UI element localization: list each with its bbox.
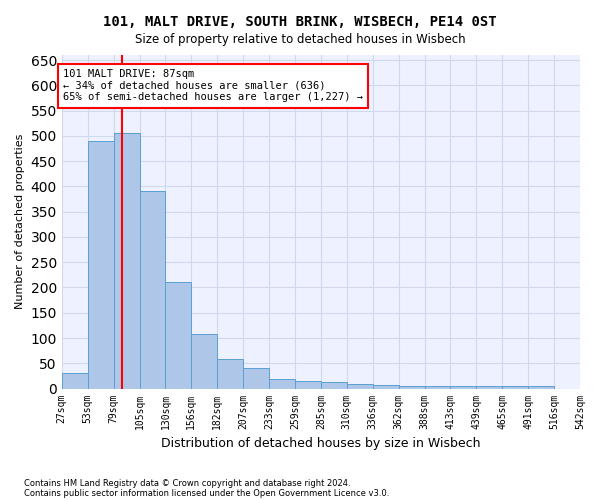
- Y-axis label: Number of detached properties: Number of detached properties: [15, 134, 25, 310]
- Bar: [476, 386, 502, 388]
- Bar: [295, 381, 321, 388]
- Bar: [321, 382, 347, 388]
- Text: Contains HM Land Registry data © Crown copyright and database right 2024.: Contains HM Land Registry data © Crown c…: [24, 478, 350, 488]
- Text: Contains public sector information licensed under the Open Government Licence v3: Contains public sector information licen…: [24, 488, 389, 498]
- Bar: [217, 358, 243, 388]
- Text: 101, MALT DRIVE, SOUTH BRINK, WISBECH, PE14 0ST: 101, MALT DRIVE, SOUTH BRINK, WISBECH, P…: [103, 15, 497, 29]
- Bar: [347, 384, 373, 388]
- X-axis label: Distribution of detached houses by size in Wisbech: Distribution of detached houses by size …: [161, 437, 481, 450]
- Bar: [398, 386, 425, 388]
- Bar: [140, 192, 166, 388]
- Bar: [191, 334, 217, 388]
- Text: 101 MALT DRIVE: 87sqm
← 34% of detached houses are smaller (636)
65% of semi-det: 101 MALT DRIVE: 87sqm ← 34% of detached …: [63, 69, 363, 102]
- Bar: [451, 386, 476, 388]
- Bar: [62, 374, 88, 388]
- Bar: [243, 368, 269, 388]
- Bar: [113, 134, 140, 388]
- Bar: [528, 386, 554, 388]
- Bar: [502, 386, 528, 388]
- Bar: [373, 384, 398, 388]
- Bar: [166, 282, 191, 389]
- Bar: [269, 380, 295, 388]
- Bar: [88, 141, 113, 388]
- Bar: [425, 386, 451, 388]
- Text: Size of property relative to detached houses in Wisbech: Size of property relative to detached ho…: [134, 32, 466, 46]
